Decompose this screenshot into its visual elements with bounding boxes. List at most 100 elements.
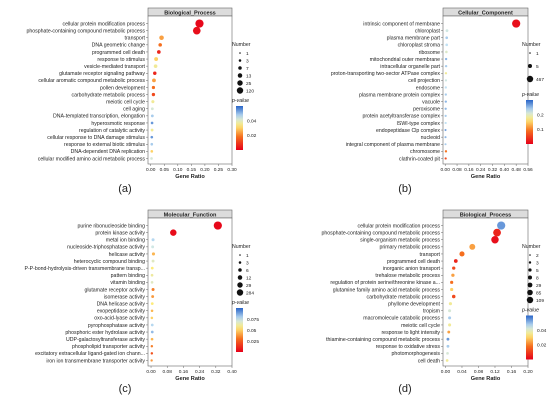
category-label: mitochondrial outer membrane [370, 57, 440, 63]
size-legend-dot [527, 289, 533, 296]
data-point [151, 245, 155, 249]
size-legend-dot [238, 268, 242, 272]
size-legend-label: 85 [536, 290, 542, 296]
data-point [453, 259, 458, 263]
data-point [150, 337, 154, 341]
category-label: regulation of catalytic activity [79, 128, 145, 134]
category-label: chloroplast stroma [398, 43, 440, 49]
category-label: plasma membrane part [387, 36, 441, 42]
size-legend-dot [237, 73, 243, 78]
category-label: cellular response to DNA damage stimulus [47, 135, 145, 141]
data-point [150, 150, 154, 153]
color-legend-tick: 0.2 [537, 112, 544, 118]
data-point [159, 35, 164, 41]
data-point [444, 86, 447, 89]
category-label: meiotic cell cycle [401, 323, 440, 329]
category-label: transport [125, 36, 146, 42]
size-legend-label: 12 [246, 275, 252, 281]
data-point [154, 57, 159, 62]
data-point [444, 114, 447, 117]
x-axis-label: Gene Ratio [471, 376, 501, 382]
category-label: response to oxidative stress [376, 344, 441, 350]
data-point [448, 302, 453, 306]
plot-frame [442, 15, 529, 165]
color-legend-bar [236, 308, 243, 352]
x-tick-label: 0.24 [476, 167, 486, 173]
size-legend-title: Number [522, 42, 541, 48]
category-label: cell projection [408, 78, 440, 84]
category-label: macromolecule catabolic process [363, 316, 440, 322]
category-label: cell aging [123, 107, 145, 113]
size-legend-dot [237, 282, 243, 288]
color-legend-tick: 0.075 [247, 317, 259, 323]
size-legend-dot [238, 59, 242, 62]
data-point [150, 309, 154, 313]
category-label: phosphate-containing compound metabolic … [26, 28, 145, 34]
data-point [150, 114, 154, 118]
x-axis-label: Gene Ratio [175, 174, 205, 180]
size-legend-label: 3 [246, 58, 249, 64]
category-label: cellular modified amino acid metabolic p… [38, 156, 146, 162]
category-label: phosphoric ester hydrolase activity [65, 330, 145, 336]
data-point [151, 92, 156, 97]
category-label: nucleoside-triphosphatase activity [67, 245, 145, 251]
category-label: pyrophosphatase activity [88, 323, 146, 329]
category-label: vacuole [422, 99, 440, 105]
category-label: pattern binding [111, 273, 145, 279]
category-label: plasma membrane protein complex [359, 92, 440, 98]
color-legend-title: p-value [521, 308, 539, 314]
panel-title: Biological_Process [164, 10, 216, 16]
color-legend-tick: 0.025 [247, 339, 259, 345]
category-label: exopeptidase activity [97, 309, 146, 315]
data-point [444, 129, 447, 132]
size-legend-label: 467 [536, 77, 544, 83]
data-point [150, 135, 154, 139]
size-legend-label: 1 [536, 51, 539, 57]
category-label: phospholipid transporter activity [72, 344, 145, 350]
category-label: carbohydrate metabolic process [71, 92, 145, 98]
data-point [150, 142, 154, 146]
x-tick-label: 0.24 [195, 369, 205, 375]
x-axis-label: Gene Ratio [175, 376, 205, 382]
data-point [170, 229, 177, 236]
size-legend-title: Number [232, 244, 251, 250]
data-point [150, 345, 154, 348]
plot-frame [147, 217, 233, 367]
size-legend-label: 13 [246, 73, 252, 79]
x-tick-label: 0.00 [146, 167, 156, 173]
color-legend-tick: 0.04 [537, 328, 547, 334]
data-point [150, 128, 154, 132]
data-point [150, 316, 154, 320]
x-tick-label: 0.16 [507, 369, 517, 375]
category-label: protein acetyltransferase complex [362, 114, 440, 120]
size-legend-label: 29 [246, 283, 252, 289]
size-legend-label: 2 [536, 253, 539, 259]
size-legend-dot [236, 289, 244, 296]
size-legend-label: 284 [246, 290, 254, 296]
size-legend-label: 109 [536, 298, 544, 304]
size-legend-label: 3 [536, 260, 539, 266]
size-legend-dot [528, 268, 532, 272]
category-label: iron ion transmembrane transporter activ… [46, 358, 145, 364]
size-legend-dot [526, 75, 534, 83]
x-tick-label: 0.16 [464, 167, 474, 173]
size-legend-dot [237, 275, 243, 280]
data-point [444, 79, 448, 82]
x-tick-label: 0.08 [163, 369, 173, 375]
category-label: cellular aromatic compound metabolic pro… [38, 78, 145, 84]
category-label: heterocyclic compound binding [74, 259, 145, 265]
panel-title: Molecular_Function [164, 212, 217, 218]
chart-panel: Biological_Process cellular protein modif… [321, 209, 547, 395]
category-label: tropism [423, 309, 440, 315]
data-point [444, 100, 447, 103]
size-legend-dot [528, 64, 532, 68]
category-label: oxo-acid-lyase activity [94, 316, 145, 322]
category-label: photomorphogenesis [392, 351, 441, 357]
data-point [444, 107, 447, 110]
data-point [451, 273, 455, 277]
size-legend-title: Number [232, 42, 251, 48]
chart-panel: Biological_Process cellular protein modif… [26, 7, 257, 195]
plot-frame [147, 15, 233, 165]
category-label: purine ribonucleoside binding [78, 223, 146, 229]
x-tick-label: 0.56 [523, 167, 533, 173]
